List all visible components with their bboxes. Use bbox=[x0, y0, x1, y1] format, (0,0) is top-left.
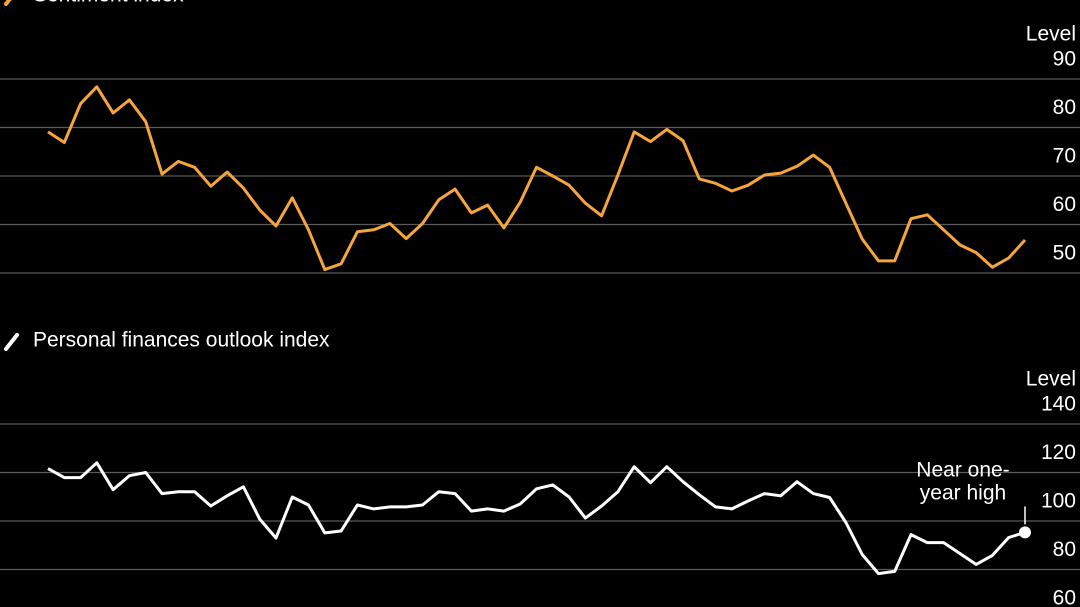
annotation-dot bbox=[1019, 526, 1031, 539]
legend-label: Personal finances outlook index bbox=[33, 329, 330, 352]
y-axis-title: Level bbox=[1026, 368, 1076, 391]
series-line bbox=[47, 461, 1026, 576]
y-tick-label: 60 bbox=[1053, 587, 1076, 607]
y-tick-label: 60 bbox=[1053, 193, 1076, 216]
series-line bbox=[47, 85, 1027, 272]
y-tick-label: 100 bbox=[1041, 490, 1076, 513]
legend-swatch bbox=[4, 0, 12, 6]
y-tick-label: 140 bbox=[1041, 393, 1076, 416]
y-tick-label: 50 bbox=[1053, 242, 1076, 265]
y-tick-label: 90 bbox=[1053, 48, 1076, 71]
legend-label: Sentiment index bbox=[33, 0, 184, 7]
y-tick-label: 80 bbox=[1053, 538, 1076, 561]
y-tick-label: 120 bbox=[1041, 441, 1076, 464]
annotation-text: Near one- bbox=[916, 459, 1009, 482]
legend-swatch bbox=[4, 333, 19, 351]
y-tick-label: 70 bbox=[1053, 145, 1076, 168]
y-tick-label: 80 bbox=[1053, 96, 1076, 119]
y-axis-title: Level bbox=[1026, 23, 1076, 46]
annotation-text: year high bbox=[920, 482, 1006, 505]
